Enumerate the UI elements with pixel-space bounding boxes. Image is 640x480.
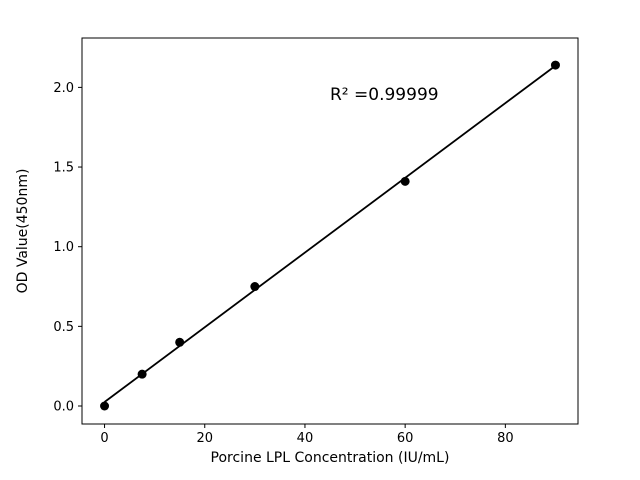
y-tick-label: 1.5 [53, 161, 74, 176]
x-tick-label: 20 [196, 431, 213, 446]
x-tick-label: 40 [297, 431, 314, 446]
y-tick-label: 0.0 [53, 399, 74, 414]
y-tick-label: 1.0 [53, 240, 74, 255]
y-tick-label: 0.5 [53, 320, 74, 335]
x-tick-label: 80 [497, 431, 514, 446]
plot-border [81, 37, 579, 425]
plot-area: 0 20 40 60 80 0.0 0.5 1.0 1.5 2.0 R² =0.99999 [53, 37, 579, 446]
fit-line [104, 65, 556, 403]
x-tick-label: 0 [100, 431, 108, 446]
data-point [400, 176, 410, 186]
y-axis-label: OD Value(450nm) [15, 169, 31, 294]
data-point [137, 369, 147, 379]
data-point [550, 60, 560, 70]
data-point [250, 282, 260, 292]
y-tick-label: 2.0 [53, 81, 74, 96]
r-squared-annotation: R² =0.99999 [330, 85, 439, 105]
data-point [100, 401, 110, 411]
x-axis-label: Porcine LPL Concentration (IU/mL) [211, 450, 450, 466]
x-tick-label: 60 [397, 431, 414, 446]
data-point [175, 337, 185, 347]
